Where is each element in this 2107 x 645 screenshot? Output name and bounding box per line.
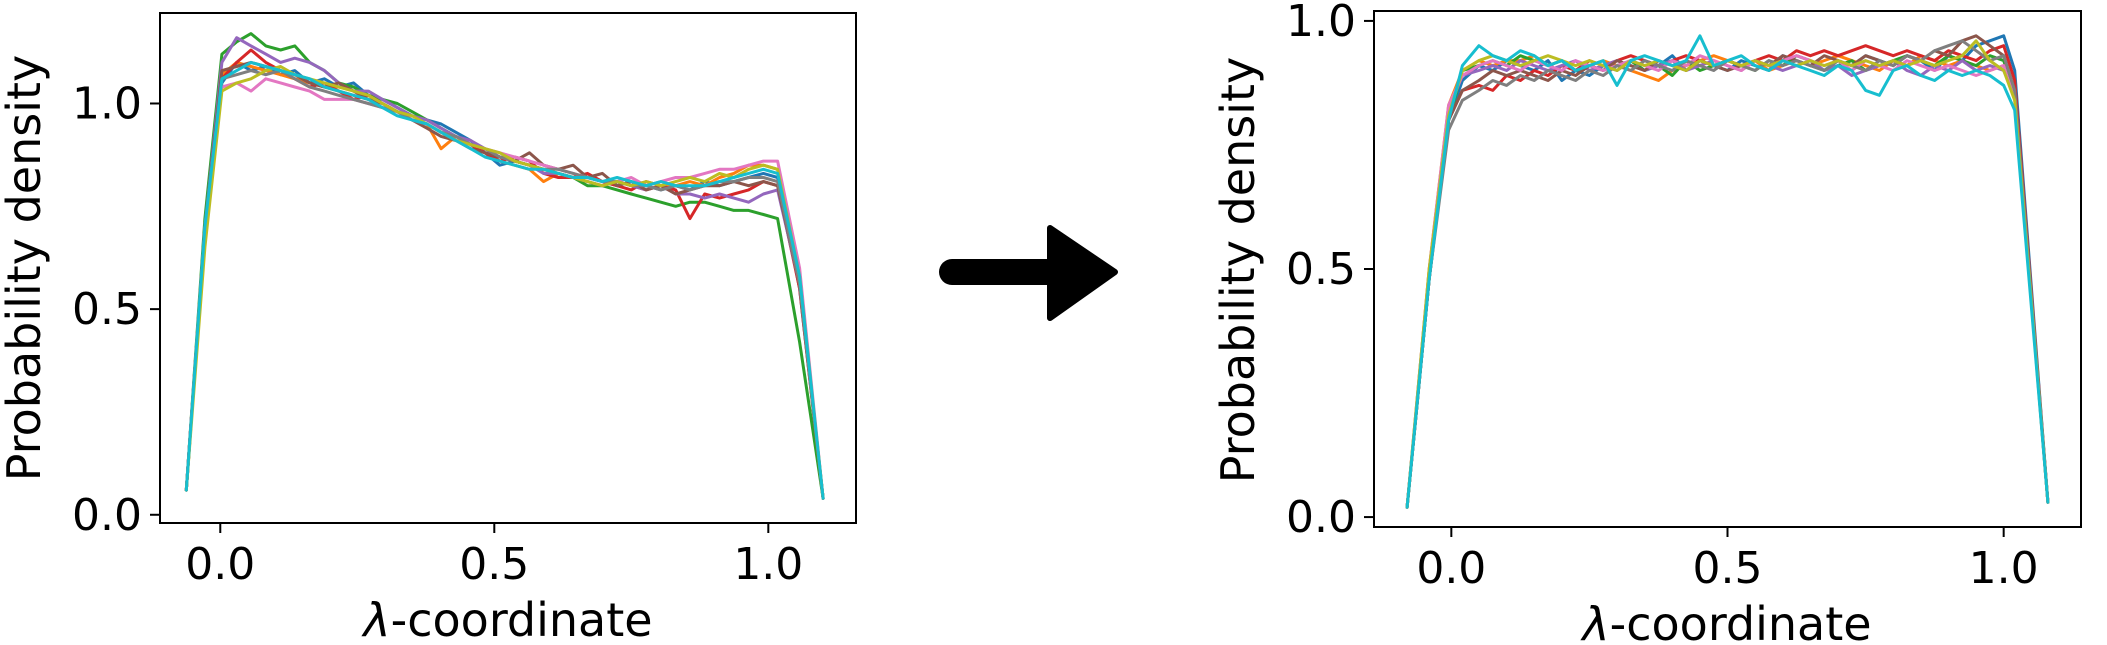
y-tick-label-left: 0.0 [72,490,142,541]
series-line-right-2 [1405,54,2050,509]
y-tick-label-right: 0.0 [1286,492,1356,543]
series-group-right [1405,34,2050,509]
series-line-right-6 [1405,34,2050,509]
x-axis-label-text-left: -coordinate [391,593,653,645]
x-axis-symbol-left: λ [360,593,390,645]
series-line-right-3 [1405,54,2050,509]
series-line-left-7 [184,77,825,500]
x-tick-label-left: 0.5 [459,539,529,590]
series-line-left-10 [184,60,825,500]
x-tick-label-right: 0.0 [1416,543,1486,594]
x-axis-label-right: λ-coordinate [1579,597,1871,645]
series-line-left-8 [184,69,825,500]
chart-right: 0.0 0.5 1.0 0.0 0.5 1.0 λ-coordinate Probabil… [1211,0,2082,645]
series-group-left [184,32,825,500]
series-line-left-4 [184,48,825,500]
series-line-right-7 [1405,54,2050,509]
series-line-right-8 [1405,39,2050,509]
y-tick-label-left: 1.0 [72,78,142,129]
y-axis-label-left: Probability density [0,55,51,481]
series-line-left-5 [184,36,825,500]
ticks-right: 0.0 0.5 1.0 0.0 0.5 1.0 [1286,0,2039,594]
y-tick-label-right: 1.0 [1286,0,1356,47]
series-line-right-1 [1405,34,2050,509]
x-axis-label-left: λ-coordinate [360,593,652,645]
x-tick-label-right: 1.0 [1969,543,2039,594]
series-line-right-9 [1405,39,2050,509]
series-line-left-3 [184,32,825,500]
y-tick-label-right: 0.5 [1286,244,1356,295]
series-line-right-4 [1405,44,2050,509]
series-line-left-1 [184,60,825,500]
ticks-left: 0.0 0.5 1.0 0.0 0.5 1.0 [72,78,803,590]
series-line-left-9 [184,65,825,500]
series-line-right-5 [1405,59,2050,509]
y-tick-label-left: 0.5 [72,284,142,335]
x-axis-label-text-right: -coordinate [1610,597,1872,645]
series-line-right-10 [1405,34,2050,509]
x-tick-label-right: 0.5 [1693,543,1763,594]
y-axis-label-right: Probability density [1211,57,1265,483]
arrow-right-icon [939,225,1118,321]
x-tick-label-left: 0.0 [185,539,255,590]
x-axis-symbol-right: λ [1579,597,1609,645]
series-line-left-2 [184,60,825,500]
x-tick-label-left: 1.0 [733,539,803,590]
plot-frame-left [159,12,857,524]
chart-left: 0.0 0.5 1.0 0.0 0.5 1.0 λ-coordinate Probabil… [0,12,857,645]
series-line-left-6 [184,60,825,500]
